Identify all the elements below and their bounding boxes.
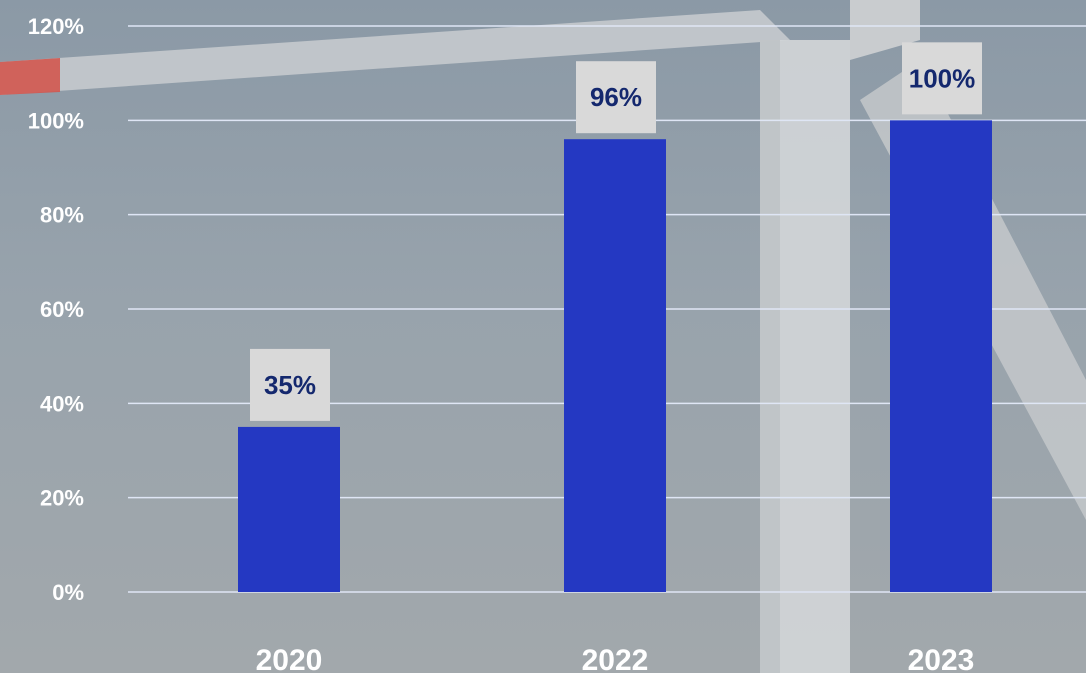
y-tick-label: 80% (40, 203, 84, 228)
bars (238, 120, 992, 592)
y-axis-ticks: 0% 20% 40% 60% 80% 100% 120% (28, 14, 84, 605)
x-category-label: 2022 (582, 644, 649, 673)
data-label: 96% (590, 82, 642, 112)
y-tick-label: 60% (40, 297, 84, 322)
data-label-box (902, 42, 982, 115)
data-label: 100% (909, 63, 976, 93)
x-axis-categories: 2020 2022 2023 (256, 644, 975, 673)
y-tick-label: 40% (40, 391, 84, 416)
x-category-label: 2020 (256, 644, 323, 673)
data-labels: 35% 96% 100% (250, 42, 982, 421)
data-label-box (576, 61, 656, 134)
bar-2023 (890, 120, 992, 592)
bar-2020 (238, 426, 340, 592)
y-tick-label: 100% (28, 108, 84, 133)
y-tick-label: 20% (40, 486, 84, 511)
x-category-label: 2023 (908, 644, 975, 673)
y-tick-label: 120% (28, 14, 84, 39)
bar-2022 (564, 139, 666, 592)
y-tick-label: 0% (52, 580, 84, 605)
data-label-box (250, 348, 330, 421)
data-label: 35% (264, 370, 316, 400)
